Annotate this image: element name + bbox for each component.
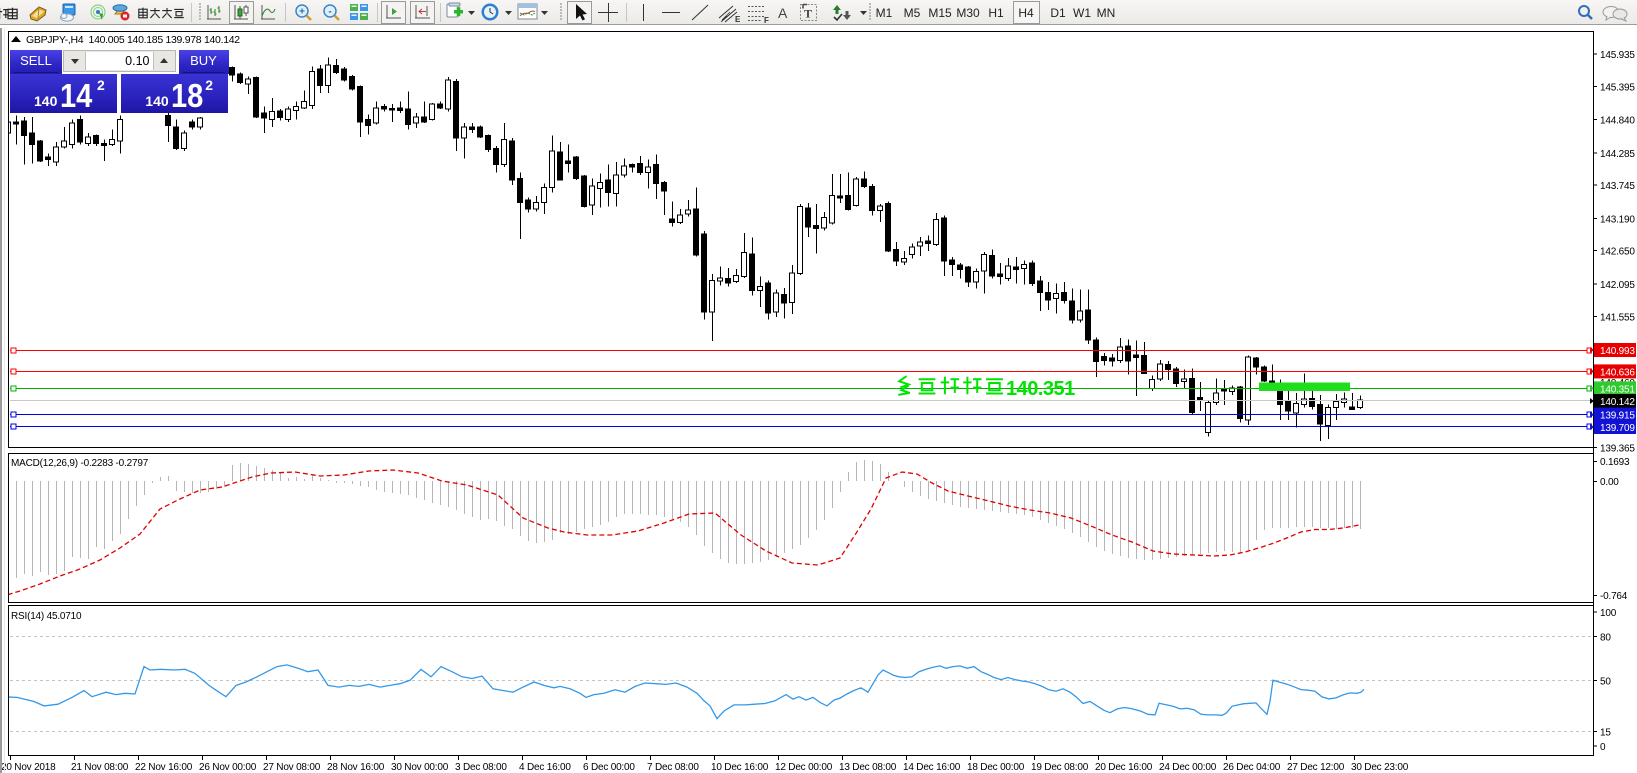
svg-text:27 Nov 08:00: 27 Nov 08:00 [263, 762, 321, 773]
svg-text:-: - [328, 7, 331, 18]
svg-text:H1: H1 [988, 6, 1004, 20]
svg-text:MN: MN [1097, 6, 1116, 20]
svg-text:+: + [299, 7, 305, 18]
svg-text:30 Nov 00:00: 30 Nov 00:00 [391, 762, 449, 773]
svg-text:140.142: 140.142 [1600, 397, 1635, 408]
svg-text:M1: M1 [876, 6, 893, 20]
svg-text:140.351: 140.351 [1600, 384, 1635, 395]
svg-text:4 Dec 16:00: 4 Dec 16:00 [519, 762, 571, 773]
svg-text:142.650: 142.650 [1600, 247, 1635, 258]
svg-text:M30: M30 [956, 6, 980, 20]
svg-text:22 Nov 16:00: 22 Nov 16:00 [135, 762, 193, 773]
svg-text:H4: H4 [1018, 6, 1034, 20]
svg-text:14 Dec 16:00: 14 Dec 16:00 [903, 762, 961, 773]
svg-text:143.745: 143.745 [1600, 181, 1635, 192]
svg-text:7 Dec 08:00: 7 Dec 08:00 [647, 762, 699, 773]
svg-text:13 Dec 08:00: 13 Dec 08:00 [839, 762, 897, 773]
svg-text:144.840: 144.840 [1600, 116, 1635, 127]
svg-text:T: T [804, 7, 812, 21]
svg-text:80: 80 [1600, 633, 1611, 644]
svg-text:21 Nov 08:00: 21 Nov 08:00 [71, 762, 129, 773]
svg-text:139.365: 139.365 [1600, 444, 1635, 455]
svg-text:6 Dec 00:00: 6 Dec 00:00 [583, 762, 635, 773]
svg-text:140.636: 140.636 [1600, 367, 1635, 378]
svg-text:RSI(14) 45.0710: RSI(14) 45.0710 [11, 611, 82, 622]
svg-text:143.190: 143.190 [1600, 214, 1635, 225]
svg-text:W1: W1 [1073, 6, 1091, 20]
svg-text:142.095: 142.095 [1600, 280, 1635, 291]
svg-text:28 Nov 16:00: 28 Nov 16:00 [327, 762, 385, 773]
svg-text:140.993: 140.993 [1600, 346, 1635, 357]
svg-text:A: A [778, 5, 788, 21]
svg-text:F: F [764, 16, 769, 24]
svg-text:140.351: 140.351 [1006, 378, 1075, 400]
svg-text:144.285: 144.285 [1600, 149, 1635, 160]
svg-text:139.915: 139.915 [1600, 411, 1635, 422]
svg-text:20 Dec 16:00: 20 Dec 16:00 [1095, 762, 1153, 773]
svg-text:30 Dec 23:00: 30 Dec 23:00 [1351, 762, 1409, 773]
svg-text:20 Nov 2018: 20 Nov 2018 [1, 762, 56, 773]
svg-text:141.555: 141.555 [1600, 312, 1635, 323]
svg-text:D1: D1 [1050, 6, 1066, 20]
svg-text:M15: M15 [928, 6, 952, 20]
svg-text:50: 50 [1600, 677, 1611, 688]
svg-text:-0.764: -0.764 [1600, 591, 1628, 602]
svg-text:24 Dec 00:00: 24 Dec 00:00 [1159, 762, 1217, 773]
svg-text:GBPJPY-,H4 140.005 140.185 13: GBPJPY-,H4 140.005 140.185 139.978 140.1… [26, 34, 240, 46]
svg-text:26 Dec 04:00: 26 Dec 04:00 [1223, 762, 1281, 773]
svg-text:18 Dec 00:00: 18 Dec 00:00 [967, 762, 1025, 773]
svg-text:0.1693: 0.1693 [1600, 457, 1630, 468]
svg-text:139.709: 139.709 [1600, 423, 1635, 434]
svg-text:26 Nov 00:00: 26 Nov 00:00 [199, 762, 257, 773]
svg-text:145.395: 145.395 [1600, 82, 1635, 93]
svg-text:E: E [735, 15, 741, 24]
svg-text:M5: M5 [904, 6, 921, 20]
svg-text:145.935: 145.935 [1600, 50, 1635, 61]
svg-text:12 Dec 00:00: 12 Dec 00:00 [775, 762, 833, 773]
svg-text:27 Dec 12:00: 27 Dec 12:00 [1287, 762, 1345, 773]
svg-text:3 Dec 08:00: 3 Dec 08:00 [455, 762, 507, 773]
svg-text:100: 100 [1600, 608, 1617, 619]
svg-text:10 Dec 16:00: 10 Dec 16:00 [711, 762, 769, 773]
svg-text:19 Dec 08:00: 19 Dec 08:00 [1031, 762, 1089, 773]
svg-text:MACD(12,26,9) -0.2283 -0.2797: MACD(12,26,9) -0.2283 -0.2797 [11, 458, 149, 469]
svg-text:15: 15 [1600, 728, 1611, 739]
svg-text:0.00: 0.00 [1600, 477, 1619, 488]
svg-text:0: 0 [1600, 742, 1606, 753]
